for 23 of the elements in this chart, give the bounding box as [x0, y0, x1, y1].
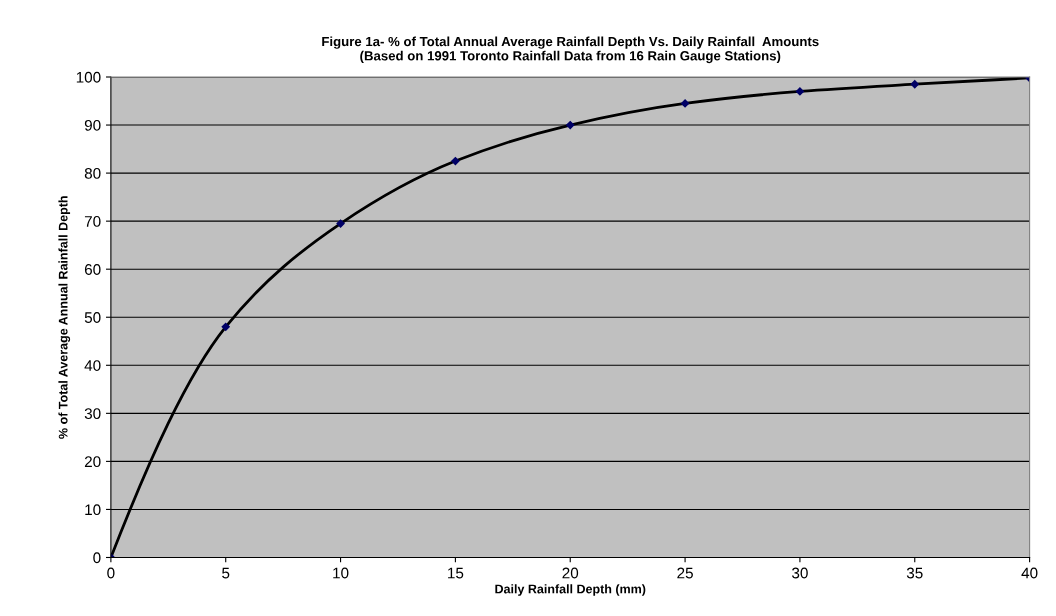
y-tick-label: 100 — [76, 71, 101, 83]
y-tick-label: 20 — [84, 456, 101, 468]
y-tick-label: 40 — [84, 360, 101, 371]
y-tick-label: 60 — [84, 264, 101, 275]
x-tick-label: 10 — [333, 567, 349, 579]
y-axis-title: % of Total Average Annual Rainfall Depth — [58, 196, 71, 439]
y-tick-label: 0 — [93, 552, 101, 564]
x-axis-title: Daily Rainfall Depth (mm) — [495, 584, 646, 596]
y-tick-label: 30 — [84, 408, 101, 420]
y-tick-label: 10 — [85, 504, 101, 516]
y-tick-label: 70 — [84, 216, 101, 227]
y-tick-label: 50 — [84, 312, 101, 323]
x-tick-label: 35 — [906, 567, 923, 579]
x-tick-label: 25 — [677, 567, 693, 579]
x-tick-label: 15 — [448, 567, 464, 579]
x-tick-label: 40 — [1021, 567, 1038, 579]
x-tick-label: 5 — [222, 567, 230, 579]
x-tick-label: 20 — [562, 567, 579, 579]
x-tick-label: 30 — [792, 567, 808, 579]
x-tick-label: 0 — [107, 567, 115, 579]
y-tick-label: 90 — [84, 119, 101, 131]
y-tick-label: 80 — [84, 167, 101, 179]
chart-title: Figure 1a- % of Total Annual Average Rainfall Depth Vs. Daily Rainfall Amounts (Based on 1991 Toronto Rainfall Data from 16 Rain Gauge Stations) — [322, 36, 819, 64]
